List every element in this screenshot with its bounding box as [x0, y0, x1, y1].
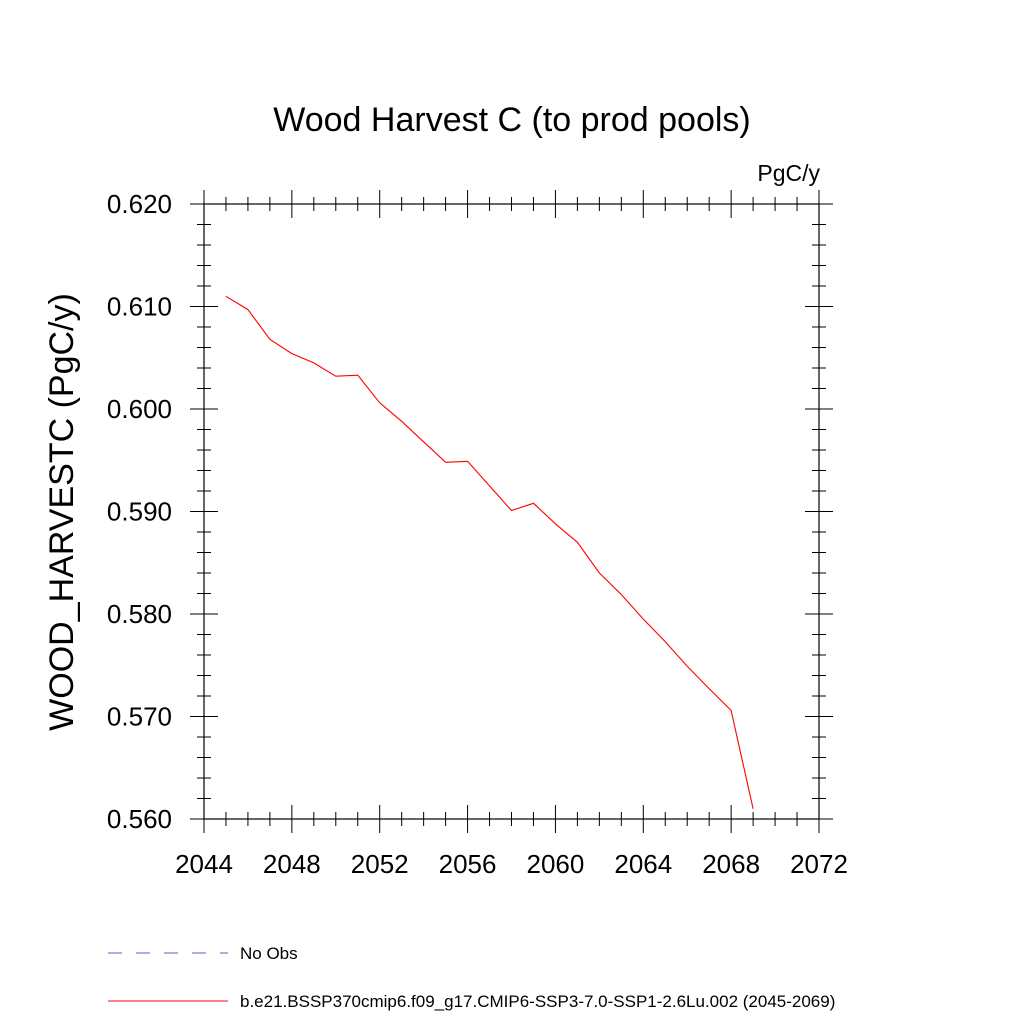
- legend-label-model-run: b.e21.BSSP370cmip6.f09_g17.CMIP6-SSP3-7.…: [240, 992, 835, 1011]
- x-tick-label: 2072: [790, 849, 848, 879]
- legend: No Obs b.e21.BSSP370cmip6.f09_g17.CMIP6-…: [108, 944, 835, 1011]
- units-label: PgC/y: [757, 160, 820, 186]
- plot-frame: [203, 203, 820, 820]
- y-tick-label: 0.600: [107, 394, 172, 424]
- y-tick-label: 0.590: [107, 497, 172, 527]
- y-tick-label: 0.560: [107, 804, 172, 834]
- x-tick-label: 2068: [702, 849, 760, 879]
- y-axis-label: WOOD_HARVESTC (PgC/y): [43, 293, 81, 731]
- x-tick-label: 2056: [439, 849, 497, 879]
- x-tick-label: 2048: [263, 849, 321, 879]
- y-tick-label: 0.620: [107, 189, 172, 219]
- series-line-1: [225, 295, 754, 809]
- chart-title: Wood Harvest C (to prod pools): [273, 101, 750, 139]
- tick-labels: 2044 2048 2052 2056 2060 2064 2068 2072 0.560 0.5…: [107, 189, 848, 879]
- x-tick-label: 2044: [175, 849, 233, 879]
- y-tick-label: 0.610: [107, 292, 172, 322]
- y-tick-label: 0.580: [107, 599, 172, 629]
- x-tick-label: 2060: [527, 849, 585, 879]
- x-tick-label: 2064: [614, 849, 672, 879]
- y-tick-label: 0.570: [107, 702, 172, 732]
- plot-series: [225, 295, 754, 809]
- x-tick-label: 2052: [351, 849, 409, 879]
- legend-label-no-obs: No Obs: [240, 944, 298, 963]
